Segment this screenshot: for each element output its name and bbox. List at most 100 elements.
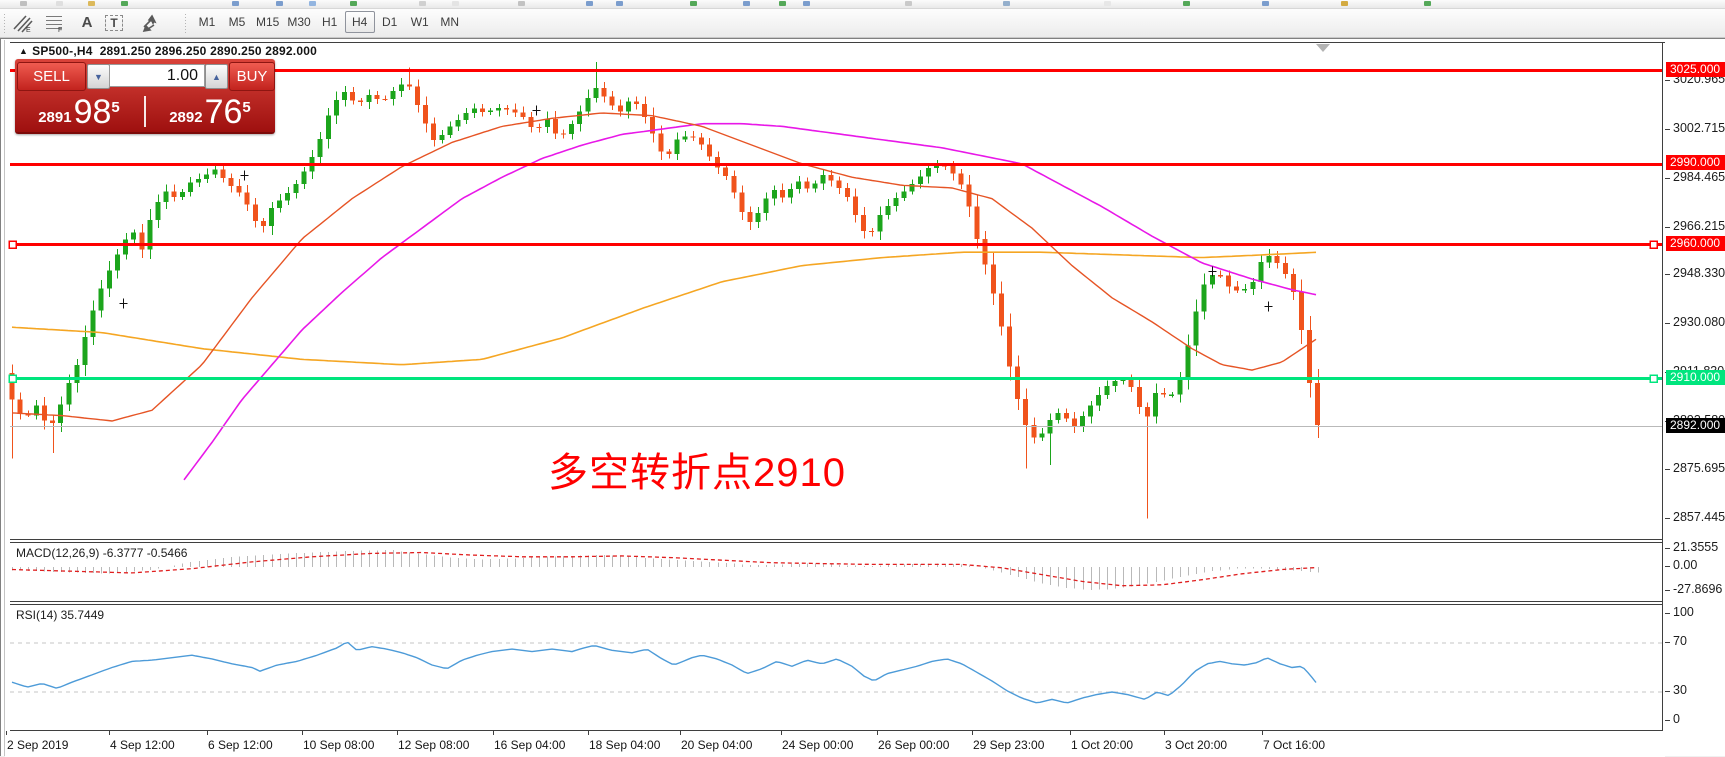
- rsi-scale-label: 70: [1673, 633, 1687, 648]
- timeframe-button-D1[interactable]: D1: [375, 11, 405, 33]
- date-tick: [397, 731, 398, 735]
- sell-price-big: 98: [73, 93, 112, 131]
- toolbar-icon-fragment: [350, 1, 357, 6]
- toolbar-drag-handle[interactable]: [3, 13, 7, 33]
- textbox-glyph: T: [105, 14, 123, 31]
- timeframe-button-MN[interactable]: MN: [435, 11, 465, 33]
- sell-button[interactable]: SELL: [17, 62, 86, 91]
- annotation-text[interactable]: 多空转折点2910: [548, 451, 846, 495]
- macd-scale-label: -27.8696: [1673, 581, 1723, 596]
- date-axis-label: 3 Oct 20:00: [1165, 738, 1228, 752]
- toolbar-icon-fragment: [452, 1, 459, 6]
- price-tick: [1665, 323, 1670, 325]
- text-icon[interactable]: A: [81, 14, 93, 31]
- toolbar-icon-fragment: [586, 1, 593, 6]
- trade-panel-price-row: 2891 98 5 2892 76 5: [15, 93, 275, 130]
- price-axis-label: 2948.330: [1673, 266, 1725, 281]
- toolbar-icon-fragment: [56, 1, 63, 6]
- macd-label: MACD(12,26,9) -6.3777 -0.5466: [16, 546, 188, 560]
- macd-canvas[interactable]: [5, 543, 1662, 601]
- price-tick: [1665, 177, 1670, 179]
- chart-window-inner: ▲ SP500-,H4 2891.250 2896.250 2890.250 28…: [4, 40, 1725, 757]
- pitchfork-icon[interactable]: E: [10, 11, 36, 34]
- textbox-icon[interactable]: T: [102, 11, 126, 34]
- price-badge: 3025.000: [1666, 61, 1725, 77]
- date-axis-label: 10 Sep 08:00: [303, 738, 375, 752]
- volume-decrease-button[interactable]: ▼: [87, 64, 110, 89]
- timeframe-button-M15[interactable]: M15: [252, 11, 283, 33]
- svg-text:F: F: [58, 27, 62, 33]
- main-chart-canvas[interactable]: [5, 40, 1662, 539]
- toolbar-icon-fragment: [121, 1, 128, 6]
- arrows-icon[interactable]: ▾: [132, 11, 172, 34]
- chart-window: ▲ SP500-,H4 2891.250 2896.250 2890.250 28…: [0, 38, 1725, 757]
- volume-input[interactable]: [109, 64, 205, 87]
- date-tick: [1070, 731, 1071, 735]
- chart-shift-marker[interactable]: [1316, 44, 1330, 52]
- date-tick: [302, 731, 303, 735]
- date-axis-label: 1 Oct 20:00: [1071, 738, 1134, 752]
- chart-title: ▲ SP500-,H4 2891.250 2896.250 2890.250 28…: [19, 44, 317, 58]
- price-axis[interactable]: 3020.965 3002.715 2984.465 2966.215 2948.330…: [1665, 40, 1725, 756]
- timeframe-bar: M1 M5 M15 M30 H1 H4 D1 W1 MN: [192, 11, 465, 34]
- price-tick: [1665, 79, 1670, 81]
- collapse-icon[interactable]: ▲: [19, 46, 29, 56]
- date-axis-label: 18 Sep 04:00: [589, 738, 661, 752]
- toolbar-icon-fragment: [419, 1, 426, 6]
- sell-price-prefix: 2891: [38, 109, 72, 126]
- toolbar-icon-fragment: [1262, 1, 1269, 6]
- arrows-caret-icon: ▾: [150, 17, 156, 27]
- timeframe-button-W1[interactable]: W1: [405, 11, 435, 33]
- ohlc-open: 2891.250: [99, 44, 152, 58]
- date-tick: [207, 731, 208, 735]
- date-axis-label: 24 Sep 00:00: [782, 738, 854, 752]
- price-tick: [1665, 128, 1670, 130]
- rsi-canvas[interactable]: [5, 605, 1662, 730]
- timeframe-button-M5[interactable]: M5: [222, 11, 252, 33]
- symbol-period: SP500-,H4: [32, 44, 93, 58]
- rsi-scale-label: 100: [1673, 605, 1694, 620]
- price-axis-label: 2930.080: [1673, 315, 1725, 330]
- rsi-scale-tick: [1665, 641, 1670, 643]
- toolbar-icon-fragment: [1424, 1, 1431, 6]
- ohlc-close: 2892.000: [265, 44, 317, 58]
- timeframe-button-M1[interactable]: M1: [192, 11, 222, 33]
- price-tick: [1665, 517, 1670, 519]
- timeframe-button-H1[interactable]: H1: [315, 11, 345, 33]
- macd-scale-label: 0.00: [1673, 557, 1698, 572]
- ohlc-low: 2890.250: [210, 44, 262, 58]
- toolbar-icon-fragment: [1183, 1, 1190, 6]
- macd-pane-bottom-border: [10, 601, 1662, 602]
- toolbar-icon-fragment: [1104, 1, 1111, 6]
- date-axis-label: 2 Sep 2019: [7, 738, 69, 752]
- price-tick: [1665, 274, 1670, 276]
- ohlc-high: 2896.250: [154, 44, 207, 58]
- svg-text:E: E: [26, 27, 31, 33]
- rsi-pane-top-border: [10, 604, 1662, 605]
- date-axis-label: 12 Sep 08:00: [398, 738, 470, 752]
- fibonacci-icon[interactable]: F: [42, 11, 68, 34]
- toolbar: E F A T ▾ M1 M5 M15 M30 H1 H4 D1 W1 MN: [0, 9, 1725, 38]
- price-tick: [1665, 226, 1670, 228]
- macd-scale-tick: [1665, 589, 1670, 591]
- timeframe-button-M30[interactable]: M30: [283, 11, 314, 33]
- price-axis-label: 2875.695: [1673, 460, 1725, 475]
- trade-panel-top-row: SELL ▼ ▲ BUY: [15, 59, 275, 93]
- timeframe-button-H4[interactable]: H4: [344, 11, 375, 33]
- price-badge: 2910.000: [1666, 369, 1725, 385]
- date-tick: [680, 731, 681, 735]
- toolbar-icon-fragment: [905, 1, 912, 6]
- buy-price-display[interactable]: 2892 76 5: [146, 93, 274, 130]
- sell-price-display[interactable]: 2891 98 5: [15, 93, 143, 130]
- date-axis[interactable]: 2 Sep 2019 4 Sep 12:00 6 Sep 12:00 10 Sep 0…: [5, 731, 1665, 757]
- volume-increase-button[interactable]: ▲: [205, 64, 228, 89]
- price-axis-label: 2857.445: [1673, 509, 1725, 524]
- toolbar-icon-fragment: [276, 1, 283, 6]
- buy-button[interactable]: BUY: [229, 62, 275, 91]
- date-tick: [1262, 731, 1263, 735]
- toolbar-icon-fragment: [1341, 1, 1348, 6]
- rsi-scale-tick: [1665, 691, 1670, 692]
- timeframe-drag-handle[interactable]: [184, 13, 188, 33]
- toolbar-icon-fragment: [309, 1, 316, 6]
